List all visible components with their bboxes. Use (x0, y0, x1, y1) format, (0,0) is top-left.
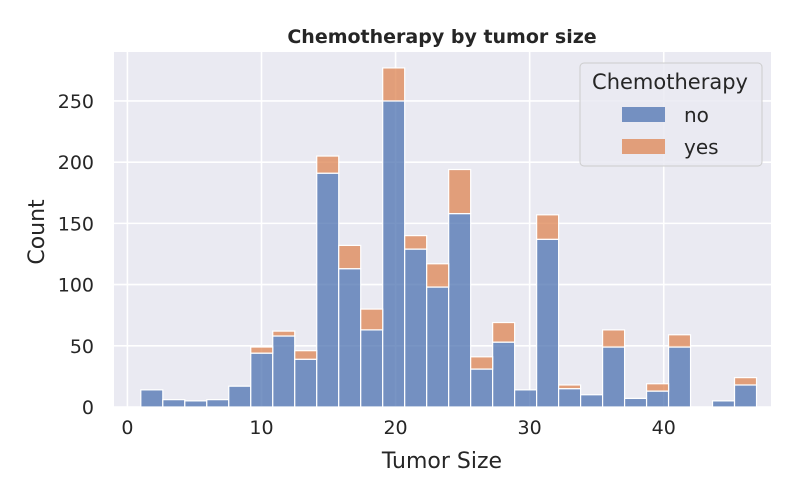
bar-no (228, 385, 252, 408)
bar-yes (558, 384, 582, 390)
bar-yes (645, 383, 670, 392)
bar-yes (536, 214, 560, 240)
bar-yes (470, 356, 494, 370)
x-tick-label: 0 (121, 417, 133, 439)
bar-yes (360, 308, 384, 331)
bar-no (250, 352, 274, 408)
bar-no (338, 268, 362, 408)
bar-no (580, 394, 604, 408)
y-tick-label: 250 (58, 91, 94, 113)
tick-labels: 0 10 20 30 40 0 50 100 150 200 250 (58, 91, 676, 439)
y-tick-label: 100 (58, 275, 94, 297)
legend: Chemotherapy no yes (579, 62, 763, 167)
bar-no (667, 346, 692, 408)
x-tick-label: 40 (652, 417, 676, 439)
x-axis-label: Tumor Size (381, 449, 502, 474)
bar-no (601, 346, 626, 408)
bar-no (426, 286, 450, 408)
bar-no (140, 389, 164, 408)
bars (140, 67, 758, 408)
bar-no (206, 399, 230, 408)
bar-yes (382, 67, 406, 102)
bar-no (470, 368, 494, 408)
x-tick-label: 20 (383, 417, 407, 439)
bar-yes (404, 235, 428, 250)
legend-title: Chemotherapy (592, 70, 748, 94)
bar-no (492, 341, 516, 408)
bar-yes (294, 350, 318, 360)
bar-no (360, 329, 384, 408)
bar-yes (601, 329, 626, 348)
bar-no (184, 400, 208, 408)
legend-label-no: no (684, 103, 709, 127)
bar-yes (272, 330, 296, 337)
bar-no (404, 248, 428, 408)
chart-title: Chemotherapy by tumor size (287, 26, 596, 48)
bar-yes (492, 321, 516, 343)
bar-no (294, 358, 318, 408)
bar-no (382, 100, 406, 408)
bar-no (448, 212, 472, 408)
bar-no (711, 400, 736, 408)
bar-no (162, 399, 186, 408)
bar-yes (316, 155, 340, 174)
y-tick-label: 50 (70, 336, 94, 358)
bar-no (536, 238, 560, 408)
bar-no (558, 388, 582, 408)
x-tick-label: 30 (518, 417, 542, 439)
y-tick-label: 150 (58, 213, 94, 235)
bar-yes (250, 346, 274, 354)
legend-swatch-yes (622, 139, 665, 154)
bar-no (623, 397, 648, 408)
y-tick-label: 0 (82, 397, 94, 419)
x-tick-label: 10 (249, 417, 273, 439)
bar-yes (733, 377, 758, 386)
legend-label-yes: yes (684, 135, 719, 159)
bar-yes (426, 263, 450, 288)
bar-yes (448, 168, 472, 215)
bar-no (514, 389, 538, 408)
bar-yes (338, 244, 362, 270)
bar-no (316, 172, 340, 408)
y-tick-label: 200 (58, 152, 94, 174)
bar-no (645, 390, 670, 408)
bar-no (733, 384, 758, 408)
bar-no (272, 335, 296, 408)
legend-swatch-no (622, 107, 665, 122)
y-axis-label: Count (25, 199, 50, 265)
bar-yes (667, 334, 692, 348)
